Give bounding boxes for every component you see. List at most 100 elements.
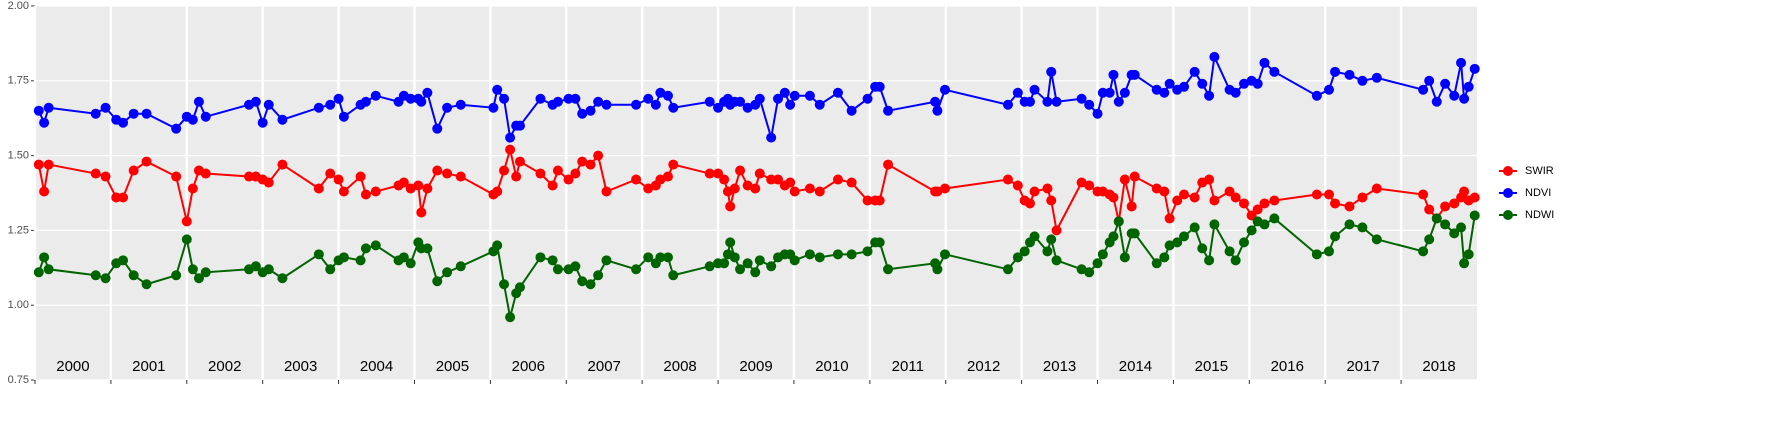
point [1330,198,1341,209]
point [1469,63,1480,74]
point [735,264,746,275]
point [1019,246,1030,257]
point [416,207,427,218]
point [1431,213,1442,224]
point [1084,180,1095,191]
point [1046,234,1057,245]
point [455,171,466,182]
point [1172,195,1183,206]
point [1259,198,1270,209]
point [750,183,761,194]
point [1092,258,1103,269]
point [1108,69,1119,80]
point [662,90,673,101]
y-tick-label: 0.75 [8,374,29,386]
legend-label: NDWI [1525,209,1554,221]
point [1440,219,1451,230]
point [1239,237,1250,248]
point [511,171,522,182]
point [773,174,784,185]
point [200,168,211,179]
point [398,252,409,263]
point [570,261,581,272]
point [277,273,288,284]
point [118,255,129,266]
point [643,252,654,263]
point [1119,252,1130,263]
point [1084,267,1095,278]
point [1076,264,1087,275]
year-label: 2012 [967,358,1000,375]
point [1097,249,1108,260]
point [735,96,746,107]
legend-key [1503,210,1513,220]
point [1104,87,1115,98]
point [111,192,122,203]
point [181,234,192,245]
point [719,258,730,269]
year-label: 2006 [512,358,545,375]
point [939,249,950,260]
point [1189,66,1200,77]
year-label: 2018 [1422,358,1455,375]
point [874,81,885,92]
point [1440,78,1451,89]
point [1151,84,1162,95]
point [754,255,765,266]
point [1119,174,1130,185]
year-label: 2003 [284,358,317,375]
point [1469,210,1480,221]
point [750,267,761,278]
point [360,189,371,200]
point [257,117,268,128]
point [1463,81,1474,92]
point [883,159,894,170]
point [570,93,581,104]
point [1042,96,1053,107]
point [1371,234,1382,245]
point [43,102,54,113]
point [514,282,525,293]
point [832,87,843,98]
point [277,114,288,125]
point [1046,195,1057,206]
point [535,252,546,263]
point [492,84,503,95]
point [704,261,715,272]
point [43,264,54,275]
point [789,90,800,101]
point [499,165,510,176]
point [1311,249,1322,260]
point [263,99,274,110]
point [499,93,510,104]
point [43,159,54,170]
point [662,252,673,263]
point [789,255,800,266]
year-label: 2007 [588,358,621,375]
point [39,252,50,263]
point [547,255,558,266]
point [39,117,50,128]
point [1129,228,1140,239]
point [1230,192,1241,203]
point [1324,84,1335,95]
point [405,183,416,194]
point [325,168,336,179]
y-tick-label: 1.25 [8,224,29,236]
year-label: 2010 [815,358,848,375]
point [789,186,800,197]
point [1449,198,1460,209]
point [650,99,661,110]
point [1024,96,1035,107]
point [1449,228,1460,239]
point [577,108,588,119]
point [1046,66,1057,77]
point [187,264,198,275]
point [1076,93,1087,104]
point [1209,219,1220,230]
point [1418,189,1429,200]
point [1113,96,1124,107]
point [325,264,336,275]
point [932,264,943,275]
